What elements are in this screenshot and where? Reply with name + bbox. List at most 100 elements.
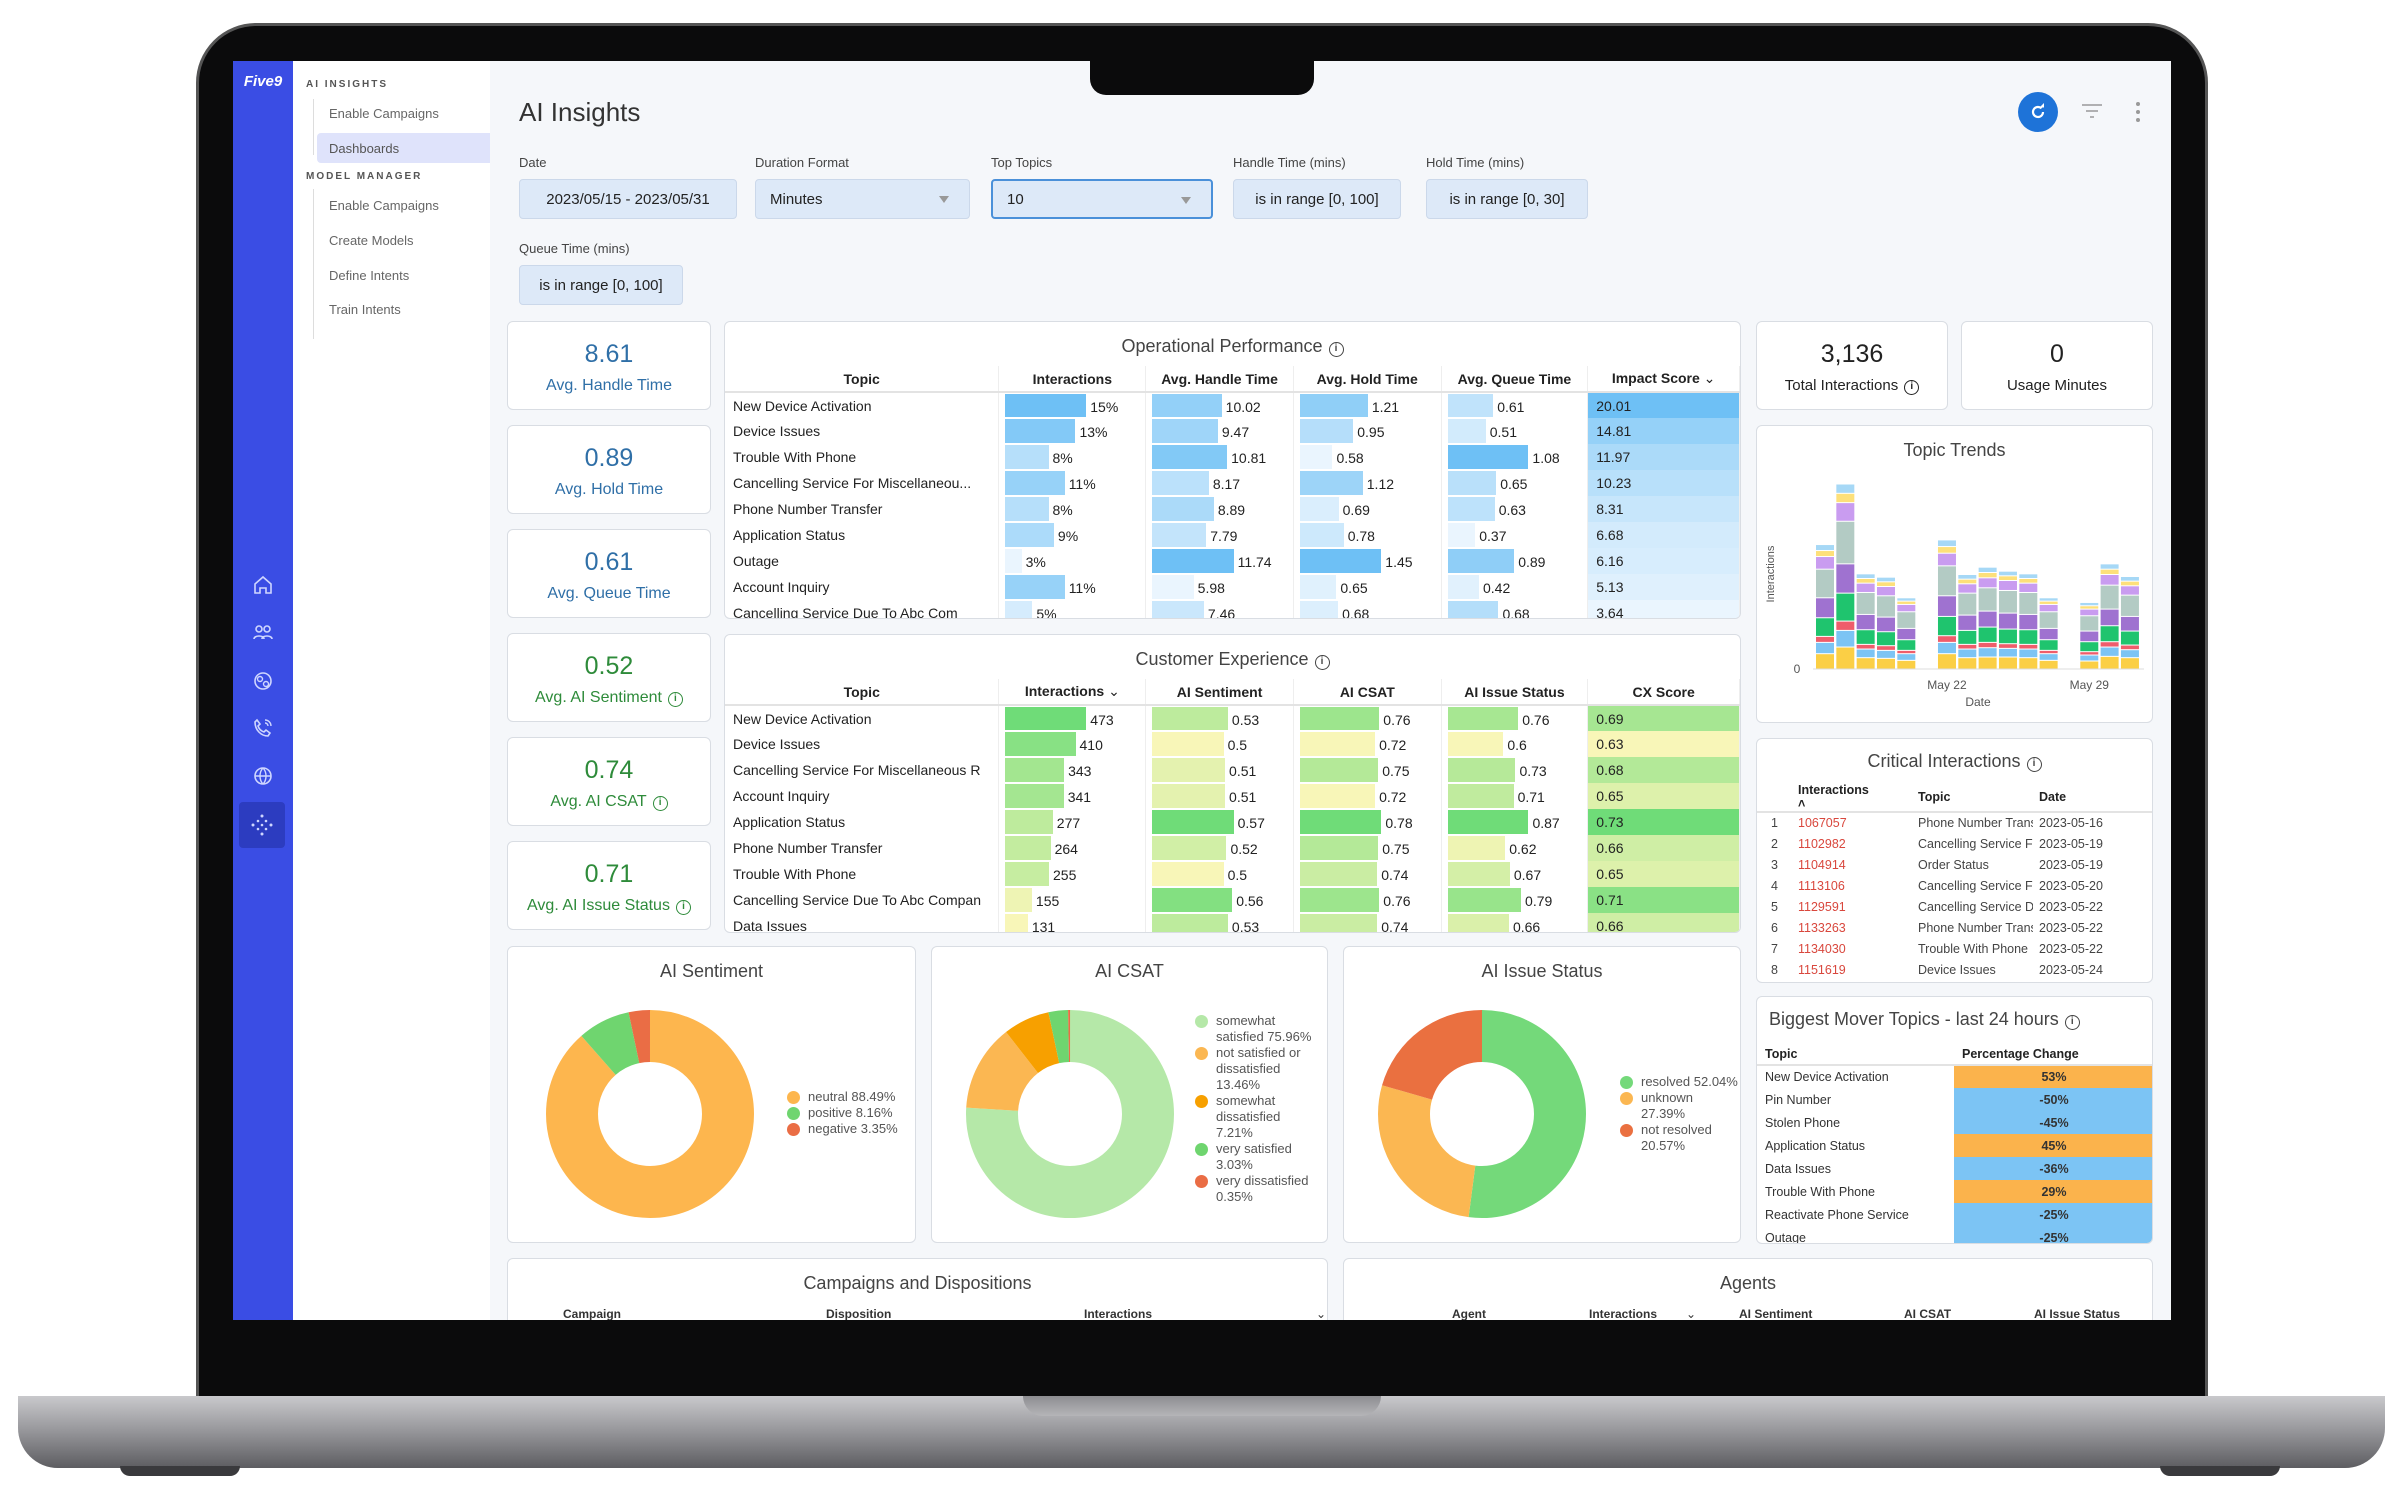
- table-row[interactable]: 2 1102982 Cancelling Service For 2023-05-19: [1757, 833, 2152, 854]
- legend-item[interactable]: unknown 27.39%: [1620, 1090, 1740, 1122]
- table-row[interactable]: 1 1067057 Phone Number Transfer 2023-05-16: [1757, 812, 2152, 833]
- table-row[interactable]: Reactivate Phone Service -25%: [1757, 1203, 2152, 1226]
- column-header-interactions[interactable]: Interactions: [998, 366, 1147, 393]
- table-row[interactable]: Trouble With Phone 29%: [1757, 1180, 2152, 1203]
- table-row[interactable]: New Device Activation 473 0.53 0.76 0.76 0.69: [725, 705, 1740, 731]
- rail-button-ai-network[interactable]: [239, 802, 285, 848]
- filter-button[interactable]: [2081, 103, 2103, 124]
- info-icon[interactable]: i: [2026, 757, 2042, 772]
- interaction-id-link[interactable]: 1067057: [1798, 816, 1847, 830]
- table-row[interactable]: Account Inquiry 341 0.51 0.72 0.71 0.65: [725, 783, 1740, 809]
- column-header-cx-score[interactable]: CX Score: [1587, 679, 1740, 706]
- table-row[interactable]: Stolen Phone -45%: [1757, 1111, 2152, 1134]
- column-header-percentage-change[interactable]: Percentage Change: [1954, 1043, 2152, 1066]
- nav-item-enable-campaigns-models[interactable]: Enable Campaigns: [329, 198, 439, 213]
- interaction-id-link[interactable]: 1104914: [1798, 857, 1846, 872]
- table-row[interactable]: Cancelling Service For Miscellaneou... 11…: [725, 470, 1740, 496]
- table-row[interactable]: Cancelling Service Due To Abc Com 5% 7.46 0…: [725, 600, 1740, 618]
- table-row[interactable]: Phone Number Transfer 8% 8.89 0.69 0.63 8.31: [725, 496, 1740, 522]
- table-row[interactable]: 8 1151619 Device Issues 2023-05-24: [1757, 959, 2152, 980]
- sort-chevron-icon[interactable]: ⌄: [1686, 1307, 1697, 1320]
- info-icon[interactable]: i: [675, 900, 691, 915]
- column-header-disposition[interactable]: Disposition: [826, 1307, 892, 1320]
- legend-item[interactable]: neutral 88.49%: [787, 1089, 902, 1105]
- table-row[interactable]: Application Status 277 0.57 0.78 0.87 0.73: [725, 809, 1740, 835]
- column-header-impact-score[interactable]: Impact Score ⌄: [1587, 366, 1740, 393]
- column-header-topic[interactable]: Topic: [1912, 783, 2033, 813]
- column-header-avg-queue-time[interactable]: Avg. Queue Time: [1441, 366, 1589, 393]
- column-header-ai-issue-status[interactable]: AI Issue Status: [2034, 1307, 2121, 1320]
- table-row[interactable]: Device Issues 13% 9.47 0.95 0.51 14.81: [725, 418, 1740, 444]
- queue-time-filter[interactable]: is in range [0, 100]: [519, 265, 683, 305]
- legend-item[interactable]: positive 8.16%: [787, 1105, 902, 1121]
- nav-item-define-intents[interactable]: Define Intents: [329, 268, 410, 283]
- column-header-ai-sentiment[interactable]: AI Sentiment: [1145, 679, 1294, 706]
- table-row[interactable]: Phone Number Transfer 264 0.52 0.75 0.62 0.66: [725, 835, 1740, 861]
- rail-button-phone[interactable]: [247, 712, 279, 744]
- info-icon[interactable]: i: [1904, 380, 1920, 395]
- rail-button-home[interactable]: [247, 569, 279, 601]
- legend-item[interactable]: resolved 52.04%: [1620, 1074, 1740, 1090]
- column-header-ai-sentiment[interactable]: AI Sentiment: [1739, 1307, 1813, 1320]
- legend-item[interactable]: somewhat satisfied 75.96%: [1195, 1013, 1320, 1045]
- date-range-input[interactable]: 2023/05/15 - 2023/05/31: [519, 179, 737, 219]
- column-header-interactions[interactable]: Interactions ˄: [1792, 783, 1912, 813]
- table-row[interactable]: Data Issues -36%: [1757, 1157, 2152, 1180]
- nav-item-enable-campaigns[interactable]: Enable Campaigns: [329, 106, 439, 121]
- legend-item[interactable]: not satisfied or dissatisfied 13.46%: [1195, 1045, 1320, 1093]
- nav-item-dashboards[interactable]: Dashboards: [329, 141, 400, 156]
- interaction-id-link[interactable]: 1151619: [1798, 962, 1846, 977]
- info-icon[interactable]: i: [652, 796, 668, 811]
- column-header-topic[interactable]: Topic: [1757, 1043, 1954, 1066]
- row-number-header[interactable]: [1757, 783, 1792, 813]
- hold-time-filter[interactable]: is in range [0, 30]: [1426, 179, 1588, 219]
- refresh-button[interactable]: [2018, 92, 2058, 132]
- legend-item[interactable]: somewhat dissatisfied 7.21%: [1195, 1093, 1320, 1141]
- column-header-agent[interactable]: Agent: [1452, 1307, 1486, 1320]
- interaction-id-link[interactable]: 1113106: [1798, 878, 1845, 893]
- column-header-campaign[interactable]: Campaign: [563, 1307, 622, 1320]
- five9-logo[interactable]: Five9: [243, 73, 283, 90]
- table-row[interactable]: 7 1134030 Trouble With Phone 2023-05-22: [1757, 938, 2152, 959]
- column-header-ai-csat[interactable]: AI CSAT: [1904, 1307, 1952, 1320]
- legend-item[interactable]: very satisfied 3.03%: [1195, 1141, 1320, 1173]
- sort-chevron-icon[interactable]: ⌄: [1316, 1307, 1327, 1320]
- rail-button-analytics[interactable]: [247, 665, 279, 697]
- info-icon[interactable]: i: [2064, 1015, 2080, 1030]
- table-row[interactable]: 4 1113106 Cancelling Service For 2023-05-20: [1757, 875, 2152, 896]
- column-header-avg-hold-time[interactable]: Avg. Hold Time: [1293, 366, 1442, 393]
- sort-chevron-icon[interactable]: ⌄: [1104, 683, 1120, 699]
- interaction-id-link[interactable]: 1133263: [1798, 920, 1846, 935]
- table-row[interactable]: Pin Number -50%: [1757, 1088, 2152, 1111]
- table-row[interactable]: New Device Activation 53%: [1757, 1065, 2152, 1088]
- legend-item[interactable]: negative 3.35%: [787, 1121, 902, 1137]
- sort-chevron-icon[interactable]: ⌄: [1699, 370, 1716, 386]
- top-topics-select[interactable]: 10: [991, 179, 1213, 219]
- rail-button-users[interactable]: [247, 616, 279, 648]
- column-header-interactions[interactable]: Interactions: [1589, 1307, 1658, 1320]
- info-icon[interactable]: i: [1314, 655, 1330, 670]
- table-row[interactable]: Cancelling Service For Miscellaneous R 34…: [725, 757, 1740, 783]
- column-header-ai-csat[interactable]: AI CSAT: [1293, 679, 1442, 706]
- column-header-avg-handle-time[interactable]: Avg. Handle Time: [1145, 366, 1294, 393]
- table-row[interactable]: Account Inquiry 11% 5.98 0.65 0.42 5.13: [725, 574, 1740, 600]
- table-row[interactable]: 6 1133263 Phone Number Transfer 2023-05-22: [1757, 917, 2152, 938]
- table-row[interactable]: Cancelling Service Due To Abc Compan 155 0…: [725, 887, 1740, 913]
- interaction-id-link[interactable]: 1102982: [1798, 836, 1846, 851]
- column-header-interactions[interactable]: Interactions ⌄: [998, 679, 1147, 706]
- column-header-interactions[interactable]: Interactions: [1084, 1307, 1153, 1320]
- table-row[interactable]: Application Status 45%: [1757, 1134, 2152, 1157]
- table-row[interactable]: New Device Activation 15% 10.02 1.21 0.61 20.…: [725, 392, 1740, 418]
- table-row[interactable]: Outage -25%: [1757, 1226, 2152, 1243]
- table-row[interactable]: Device Issues 410 0.5 0.72 0.6 0.63: [725, 731, 1740, 757]
- handle-time-filter[interactable]: is in range [0, 100]: [1233, 179, 1401, 219]
- nav-item-create-models[interactable]: Create Models: [329, 233, 414, 248]
- table-row[interactable]: 3 1104914 Order Status 2023-05-19: [1757, 854, 2152, 875]
- more-options-button[interactable]: [2133, 101, 2143, 128]
- table-row[interactable]: Trouble With Phone 8% 10.81 0.58 1.08 11.97: [725, 444, 1740, 470]
- table-row[interactable]: 5 1129591 Cancelling Service Due 2023-05-22: [1757, 896, 2152, 917]
- table-row[interactable]: Outage 3% 11.74 1.45 0.89 6.16: [725, 548, 1740, 574]
- interaction-id-link[interactable]: 1163515: [1792, 980, 1912, 982]
- duration-format-select[interactable]: Minutes: [755, 179, 970, 219]
- nav-item-train-intents[interactable]: Train Intents: [329, 302, 401, 317]
